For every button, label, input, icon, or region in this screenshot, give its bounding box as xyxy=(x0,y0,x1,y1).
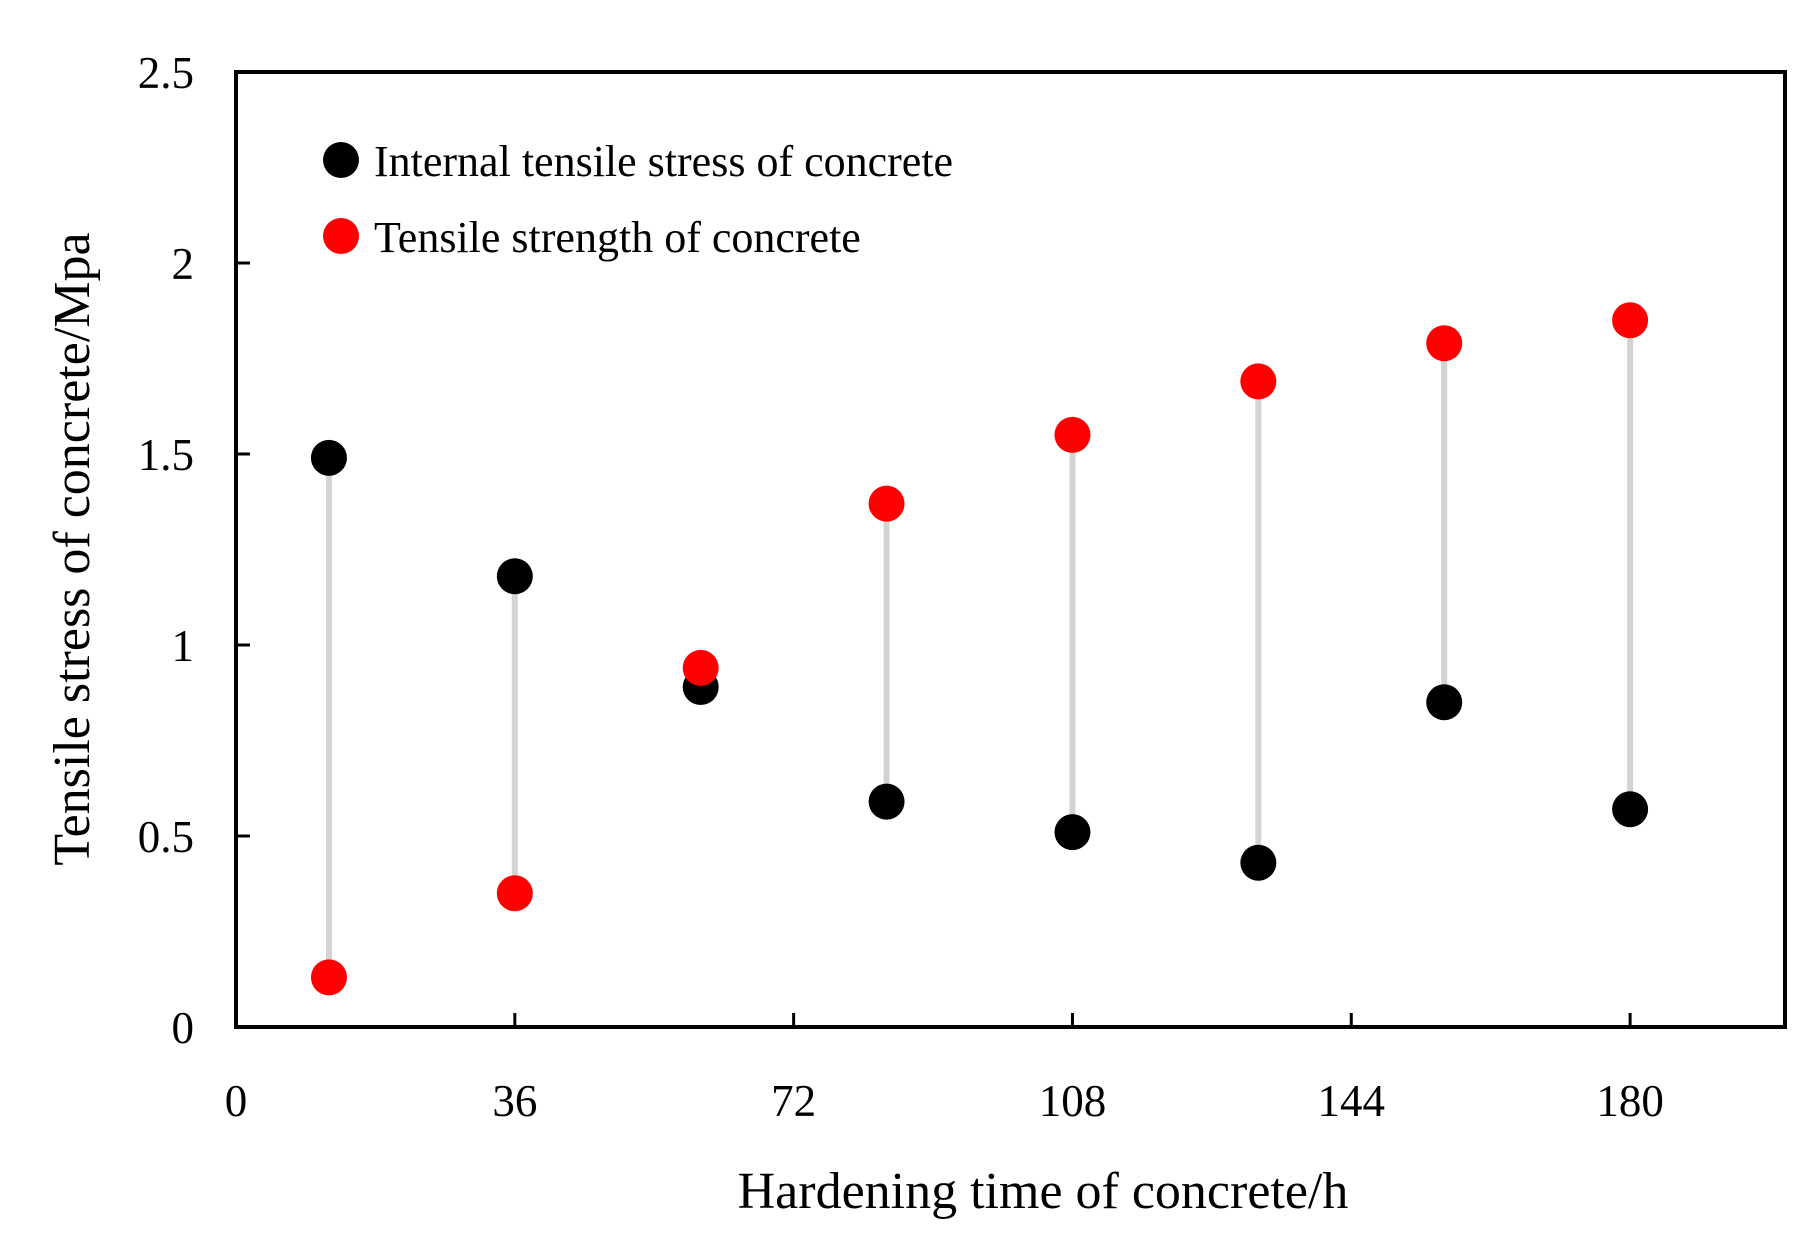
point-tensile-strength xyxy=(868,485,905,522)
connector-lines xyxy=(325,320,1634,978)
y-tick-label: 0 xyxy=(172,1003,195,1053)
y-tick-label: 1 xyxy=(172,621,195,671)
point-tensile-strength xyxy=(1054,416,1091,453)
y-tick-label: 1.5 xyxy=(138,430,194,480)
point-internal-stress xyxy=(310,439,347,476)
x-tick-label: 0 xyxy=(225,1076,248,1126)
x-tick-label: 144 xyxy=(1318,1076,1386,1126)
point-tensile-strength xyxy=(1426,325,1463,362)
legend-label-internal-stress: Internal tensile stress of concrete xyxy=(374,137,953,186)
y-axis-title: Tensile stress of concrete/Mpa xyxy=(44,232,101,865)
point-internal-stress xyxy=(868,783,905,820)
point-tensile-strength xyxy=(682,649,719,686)
x-tick-label: 72 xyxy=(771,1076,816,1126)
point-internal-stress xyxy=(1426,684,1463,721)
data-points xyxy=(310,302,1649,996)
plot-frame xyxy=(234,70,1787,1029)
x-axis-ticks: 0 36 72 108 144 180 xyxy=(225,1013,1664,1126)
x-tick-label: 36 xyxy=(492,1076,537,1126)
y-tick-label: 0.5 xyxy=(138,812,194,862)
point-internal-stress xyxy=(496,558,533,595)
y-tick-label: 2 xyxy=(172,239,195,289)
legend: Internal tensile stress of concrete Tens… xyxy=(323,137,953,262)
y-axis-ticks: 0 0.5 1 1.5 2 2.5 xyxy=(138,48,250,1053)
point-internal-stress xyxy=(1054,814,1091,851)
point-internal-stress xyxy=(1612,791,1649,828)
x-tick-label: 180 xyxy=(1596,1076,1664,1126)
x-axis-title: Hardening time of concrete/h xyxy=(738,1163,1349,1220)
legend-label-tensile-strength: Tensile strength of concrete xyxy=(374,213,861,262)
y-tick-label: 2.5 xyxy=(138,48,194,98)
point-internal-stress xyxy=(1240,844,1277,881)
point-tensile-strength xyxy=(496,875,533,912)
point-tensile-strength xyxy=(1240,363,1277,400)
x-tick-label: 108 xyxy=(1039,1076,1107,1126)
point-tensile-strength xyxy=(1612,302,1649,339)
legend-marker-tensile-strength xyxy=(323,218,359,254)
legend-marker-internal-stress xyxy=(323,142,359,178)
point-tensile-strength xyxy=(310,959,347,996)
